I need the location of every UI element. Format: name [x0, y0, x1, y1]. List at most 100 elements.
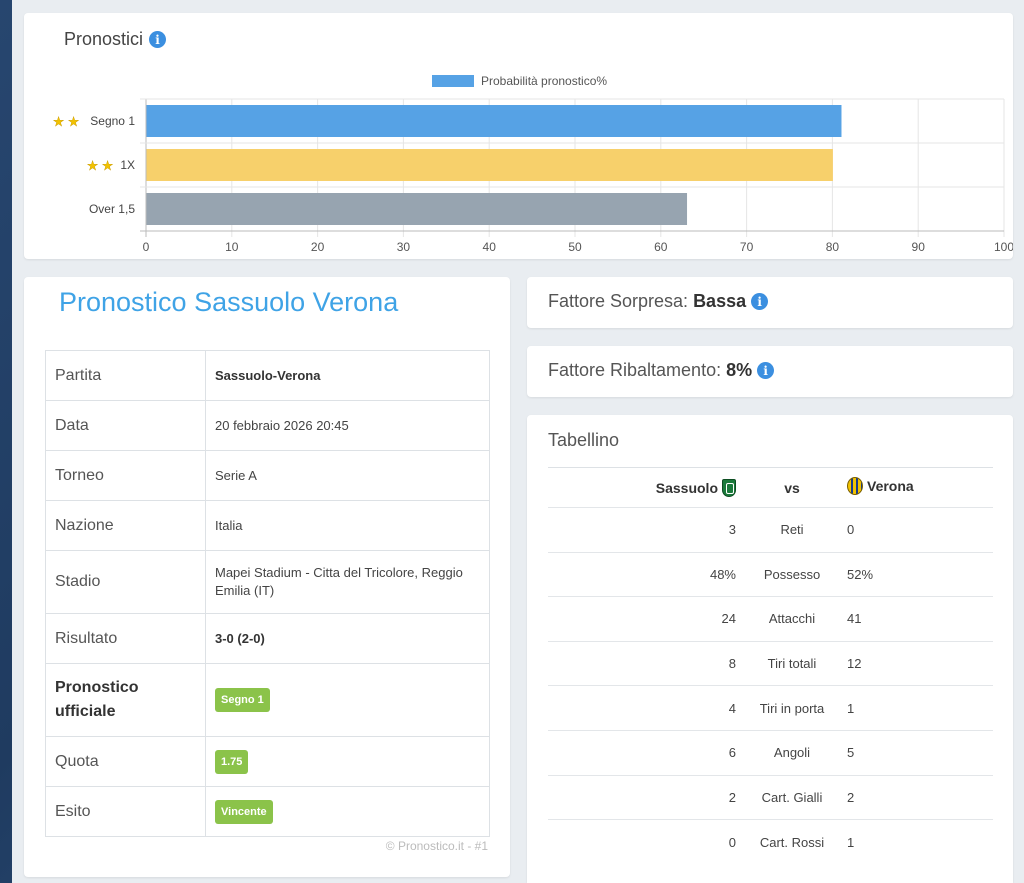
- away-stat: 1: [841, 819, 993, 865]
- row-key: Esito: [45, 786, 206, 837]
- x-tick-label: 100: [994, 240, 1013, 254]
- watermark: © Pronostico.it - #1: [385, 839, 488, 853]
- probability-bar-chart: 0 10 20 30 40 50 60 70 80 90 100 Probabilità pronos…: [53, 74, 1013, 254]
- sorpresa-value: Bassa: [693, 291, 747, 311]
- x-tick-label: 50: [568, 240, 582, 254]
- home-stat: 8: [548, 640, 743, 686]
- stats-header-row: Sassuolo vs Verona: [548, 467, 993, 508]
- x-tick-label: 70: [740, 240, 754, 254]
- info-icon[interactable]: i: [757, 362, 775, 379]
- table-row: Esito Vincente: [45, 786, 490, 837]
- x-tick-label: 10: [225, 240, 239, 254]
- row-value: 20 febbraio 2026 20:45: [205, 400, 490, 451]
- row-value: Mapei Stadium - Citta del Tricolore, Reg…: [205, 550, 490, 614]
- verona-crest-icon: [847, 477, 863, 495]
- row-value: 3-0 (2-0): [205, 613, 490, 664]
- table-row: Partita Sassuolo-Verona: [45, 350, 490, 401]
- bar-segno-1: [146, 105, 842, 137]
- star-icon: ★: [53, 115, 65, 130]
- x-tick-label: 60: [654, 240, 668, 254]
- table-row: 8 Tiri totali 12: [548, 640, 993, 686]
- star-icon: ★: [102, 159, 114, 174]
- sassuolo-crest-icon: [722, 478, 736, 497]
- table-row: 2 Cart. Gialli 2: [548, 774, 993, 820]
- chart-title-text: Pronostici: [64, 29, 144, 49]
- away-team-name: Verona: [867, 478, 914, 494]
- stat-label: Tiri totali: [743, 640, 841, 686]
- x-tick-label: 80: [826, 240, 840, 254]
- table-row: 6 Angoli 5: [548, 729, 993, 776]
- table-row: 24 Attacchi 41: [548, 596, 993, 642]
- info-icon[interactable]: i: [149, 31, 167, 48]
- y-tick-label: Over 1,5: [89, 202, 135, 216]
- table-row: Quota 1.75: [45, 736, 490, 787]
- row-value: 1.75: [205, 736, 490, 787]
- home-stat: 48%: [548, 551, 743, 597]
- chart-section-title: Pronostici i: [64, 29, 167, 50]
- away-stat: 5: [841, 729, 993, 776]
- stats-table: Sassuolo vs Verona 3 Reti 0 48%: [548, 467, 993, 865]
- y-tick-label: Segno 1: [90, 114, 135, 128]
- vs-label: vs: [743, 467, 841, 508]
- pronostici-chart-card: Pronostici i 0 10 20 30 40 50 60 70 80 90 100 Proba…: [24, 13, 1013, 259]
- ribaltamento-label: Fattore Ribaltamento:: [548, 360, 722, 380]
- stat-label: Cart. Rossi: [743, 819, 841, 865]
- home-stat: 24: [548, 596, 743, 642]
- home-stat: 3: [548, 507, 743, 553]
- away-stat: 1: [841, 685, 993, 731]
- row-value: Italia: [205, 500, 490, 551]
- match-info-card: Pronostico Sassuolo Verona Partita Sassu…: [24, 277, 510, 877]
- star-icon: ★: [87, 159, 99, 174]
- table-row: Torneo Serie A: [45, 450, 490, 501]
- stat-label: Angoli: [743, 729, 841, 776]
- legend-swatch: [432, 75, 474, 87]
- row-key: Partita: [45, 350, 206, 401]
- outcome-badge: Vincente: [215, 799, 273, 824]
- away-stat: 12: [841, 640, 993, 686]
- table-row: Pronostico ufficiale Segno 1: [45, 663, 490, 737]
- row-value: Vincente: [205, 786, 490, 837]
- stat-label: Cart. Gialli: [743, 774, 841, 820]
- away-stat: 0: [841, 507, 993, 553]
- home-stat: 2: [548, 774, 743, 820]
- star-icon: ★: [68, 115, 80, 130]
- row-key: Nazione: [45, 500, 206, 551]
- bar-over-1-5: [146, 193, 688, 225]
- stat-label: Tiri in porta: [743, 685, 841, 731]
- home-team-name: Sassuolo: [655, 479, 718, 496]
- away-stat: 52%: [841, 551, 993, 597]
- table-row: Nazione Italia: [45, 500, 490, 551]
- home-stat: 0: [548, 819, 743, 865]
- info-icon[interactable]: i: [751, 293, 769, 310]
- fattore-sorpresa-card: Fattore Sorpresa: Bassa i: [527, 277, 1013, 328]
- row-value: Sassuolo-Verona: [205, 350, 490, 401]
- ribaltamento-value: 8%: [726, 360, 753, 380]
- stat-label: Reti: [743, 507, 841, 553]
- table-row: Stadio Mapei Stadium - Citta del Tricolo…: [45, 550, 490, 614]
- home-stat: 4: [548, 685, 743, 731]
- match-title: Pronostico Sassuolo Verona: [59, 287, 399, 317]
- bar-1x: [146, 149, 833, 181]
- table-row: Data 20 febbraio 2026 20:45: [45, 400, 490, 451]
- away-stat: 2: [841, 774, 993, 820]
- row-value: Serie A: [205, 450, 490, 501]
- fattore-ribaltamento-card: Fattore Ribaltamento: 8% i: [527, 346, 1013, 397]
- home-stat: 6: [548, 729, 743, 776]
- match-info-table: Partita Sassuolo-Verona Data 20 febbraio…: [45, 350, 490, 837]
- x-tick-label: 30: [397, 240, 411, 254]
- odds-badge: 1.75: [215, 749, 249, 774]
- tabellino-title: Tabellino: [548, 430, 620, 450]
- stat-label: Possesso: [743, 551, 841, 597]
- legend-label: Probabilità pronostico%: [481, 74, 607, 88]
- page-content: Pronostici i 0 10 20 30 40 50 60 70 80 90 100 Proba…: [12, 0, 1024, 883]
- row-key: Torneo: [45, 450, 206, 501]
- table-row: 48% Possesso 52%: [548, 551, 993, 597]
- x-tick-label: 40: [483, 240, 497, 254]
- row-key: Data: [45, 400, 206, 451]
- row-key: Quota: [45, 736, 206, 787]
- x-tick-label: 0: [143, 240, 150, 254]
- table-row: Risultato 3-0 (2-0): [45, 613, 490, 664]
- row-key: Risultato: [45, 613, 206, 664]
- row-key: Stadio: [45, 550, 206, 614]
- table-row: 3 Reti 0: [548, 507, 993, 553]
